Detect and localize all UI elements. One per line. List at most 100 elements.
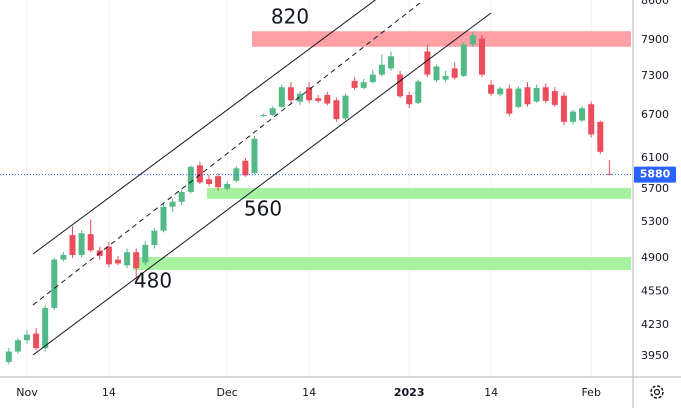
x-tick-label: 14: [302, 386, 316, 399]
candle-body: [169, 201, 176, 207]
x-tick-label: Dec: [217, 386, 238, 399]
candle-body: [570, 111, 576, 122]
last-price-box: [634, 166, 676, 183]
candle-body: [315, 98, 322, 101]
y-tick-label: 7900: [641, 33, 669, 46]
zone: [133, 257, 631, 270]
annotation: 560: [244, 197, 282, 221]
candle-body: [378, 64, 385, 75]
candle-body: [579, 108, 586, 121]
candle-body: [297, 93, 303, 102]
candle-body: [133, 252, 140, 269]
zone: [252, 31, 631, 47]
candle-body: [215, 176, 222, 188]
candle-body: [5, 351, 12, 362]
y-tick-label: 5300: [641, 215, 669, 228]
candle-body: [588, 104, 595, 135]
candle-body: [324, 95, 331, 104]
x-tick-label: 14: [484, 386, 498, 399]
candle-body: [388, 56, 394, 69]
x-tick-label: 2023: [394, 386, 425, 399]
channel-mid: [32, 2, 421, 306]
candle-body: [506, 88, 513, 114]
x-tick-label: Nov: [16, 386, 38, 399]
y-tick-label: 4550: [641, 285, 669, 298]
channel-lower: [32, 12, 492, 356]
candle-body: [460, 44, 467, 76]
candle-body: [42, 307, 49, 349]
candle-body: [479, 38, 485, 75]
candle-body: [24, 334, 30, 341]
candle-body: [497, 88, 504, 95]
candle-body: [515, 88, 522, 107]
x-tick-label: Feb: [581, 386, 600, 399]
gear-outer: [650, 385, 664, 399]
candle-body: [69, 235, 76, 255]
candle-body: [551, 91, 558, 105]
candle-body: [105, 246, 112, 265]
candle-body: [488, 84, 495, 94]
y-tick-label: 3950: [641, 349, 669, 362]
candle-body: [424, 51, 431, 75]
y-tick-label: 6100: [641, 151, 669, 164]
candle-body: [542, 87, 549, 101]
candle-body: [306, 87, 313, 101]
candle-body: [351, 80, 358, 88]
zone: [207, 187, 631, 199]
y-tick-label: 7300: [641, 69, 669, 82]
settings-icon[interactable]: [650, 385, 664, 399]
candle-body: [560, 95, 567, 122]
channel: [32, 0, 492, 356]
candle-body: [342, 95, 349, 119]
candle-body: [442, 75, 449, 80]
candle-body: [233, 168, 240, 181]
candle-body: [124, 252, 131, 266]
candle-body: [151, 230, 158, 245]
candle-body: [14, 340, 21, 352]
candle-body: [433, 66, 440, 81]
candle-body: [397, 74, 404, 97]
candle-body: [533, 87, 540, 102]
candle-body: [406, 95, 413, 105]
candle-body: [369, 74, 376, 83]
candle-body: [87, 234, 94, 251]
y-tick-label: 4230: [641, 318, 669, 331]
candle-body: [115, 259, 121, 264]
annotation: 820: [271, 5, 309, 29]
candle-body: [224, 183, 231, 189]
candles: [0, 31, 633, 365]
zones: [133, 31, 631, 270]
axes: 3950 4230 4550 4900 5300 5700 6100 6700 7300 7900…: [16, 0, 676, 399]
candle-body: [142, 244, 149, 263]
last-price-label: 5880: [640, 168, 671, 181]
channel-upper: [32, 0, 377, 255]
candle-body: [260, 114, 267, 116]
candle-body: [78, 233, 85, 255]
annotation: 480: [134, 269, 172, 293]
x-tick-label: 14: [102, 386, 116, 399]
candle-body: [33, 333, 40, 349]
candle-body: [415, 81, 422, 103]
candle-body: [178, 191, 185, 202]
candle-body: [51, 259, 58, 308]
candle-body: [206, 179, 212, 184]
y-tick-label: 5700: [641, 182, 669, 195]
candle-body: [269, 108, 276, 115]
candle-body: [524, 87, 531, 105]
candle-body: [251, 138, 258, 174]
candle-body: [333, 100, 340, 120]
candle-body: [196, 165, 203, 183]
candle-body: [287, 87, 294, 101]
candle-body: [360, 82, 367, 88]
candle-body: [242, 160, 249, 176]
y-tick-label: 6700: [641, 108, 669, 121]
candle-body: [160, 206, 167, 231]
candle-body: [597, 121, 604, 152]
y-tick-label: 4900: [641, 251, 669, 264]
candle-body: [451, 68, 458, 78]
candle-body: [187, 166, 194, 192]
candle-body: [278, 87, 285, 107]
candle-body: [469, 35, 476, 45]
gear-inner: [653, 388, 661, 396]
